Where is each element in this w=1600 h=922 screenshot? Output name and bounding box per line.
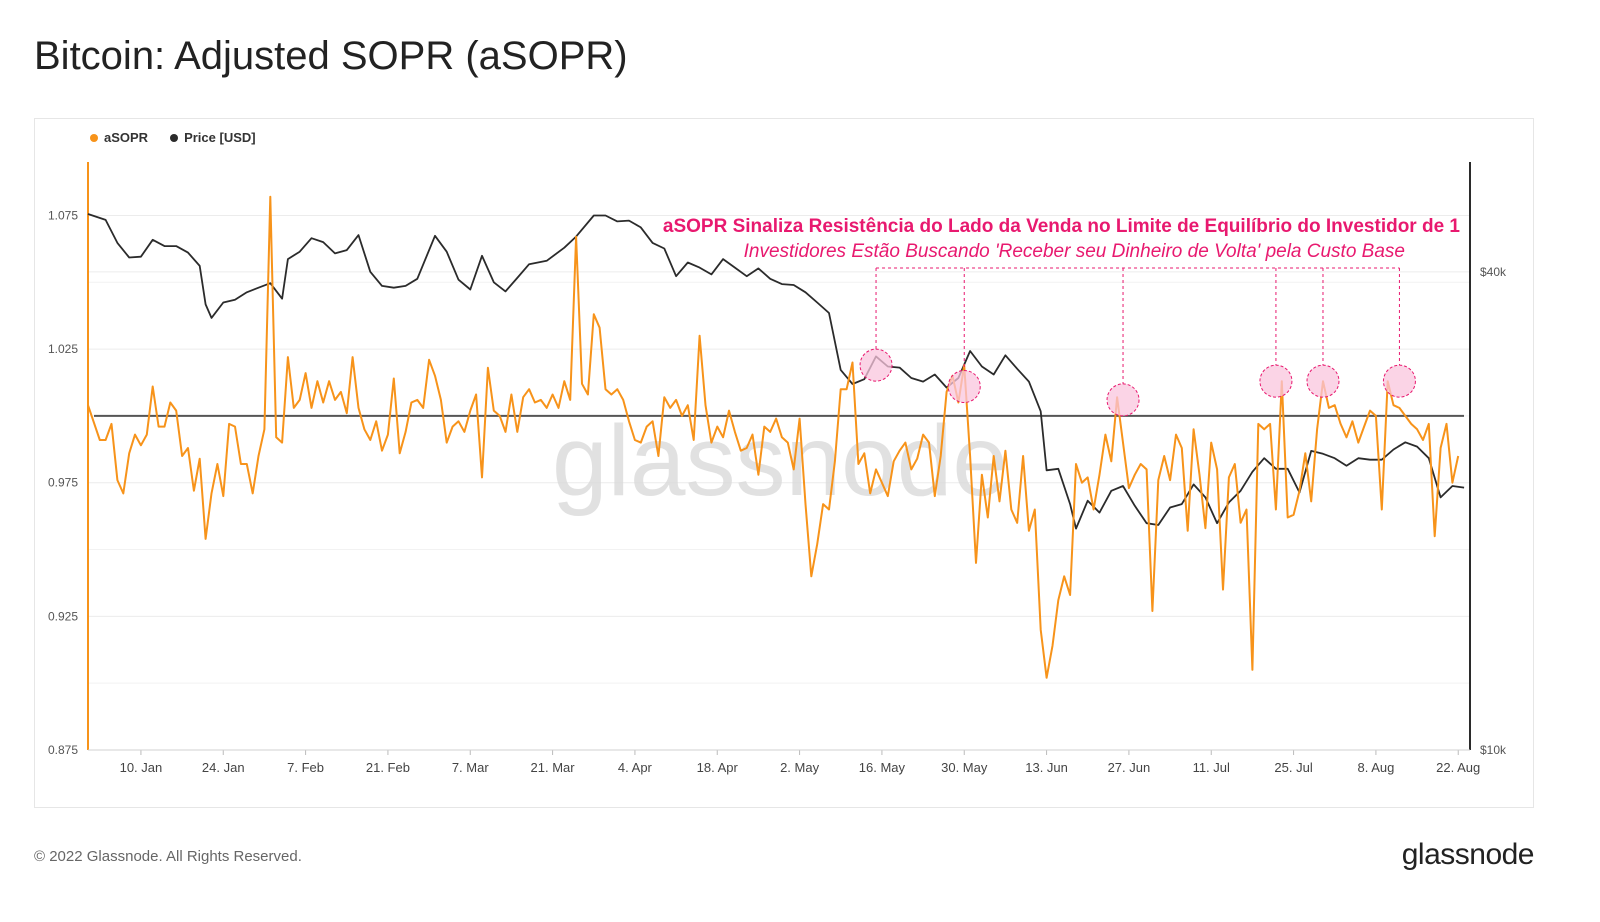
page-title: Bitcoin: Adjusted SOPR (aSOPR): [34, 34, 628, 78]
annotation-subtitle: Investidores Estão Buscando 'Receber seu…: [744, 241, 1405, 262]
x-tick-label: 16. May: [859, 760, 906, 775]
y-left-tick-label: 0.975: [48, 476, 78, 490]
copyright-text: © 2022 Glassnode. All Rights Reserved.: [34, 848, 302, 865]
annotation-highlight-circle: [859, 348, 893, 382]
axes: 0.875 0.925 0.975 1.025 1.075 $10k $40k 10. Jan…: [48, 162, 1507, 775]
annotation-highlight-circle: [1259, 364, 1293, 398]
x-tick-label: 21. Mar: [531, 760, 576, 775]
asopr-series-group: [87, 195, 1460, 679]
x-tick-label: 24. Jan: [202, 760, 245, 775]
chart-legend: aSOPR Price [USD]: [90, 130, 256, 145]
x-tick-label: 7. Feb: [287, 760, 324, 775]
x-tick-label: 18. Apr: [697, 760, 739, 775]
chart-panel: [34, 118, 1534, 808]
legend-item-price[interactable]: Price [USD]: [170, 130, 256, 145]
x-tick-label: 30. May: [941, 760, 988, 775]
y-right-tick-label: $40k: [1480, 265, 1507, 279]
legend-label-asopr: aSOPR: [104, 130, 149, 145]
y-left-tick-label: 0.875: [48, 743, 78, 757]
price-series-line: [87, 213, 1465, 530]
annotation-title: aSOPR Sinaliza Resistência do Lado da Ve…: [663, 216, 1461, 237]
annotation-highlights: [859, 267, 1416, 417]
x-tick-label: 11. Jul: [1193, 760, 1230, 775]
x-tick-label: 7. Mar: [452, 760, 490, 775]
y-right-tick-label: $10k: [1480, 743, 1507, 757]
annotation-highlight-circle: [1382, 364, 1416, 398]
asopr-series-line: [87, 195, 1460, 679]
x-tick-label: 13. Jun: [1025, 760, 1068, 775]
x-tick-label: 8. Aug: [1357, 760, 1394, 775]
y-left-tick-label: 0.925: [48, 609, 78, 623]
price-series-group: [87, 213, 1465, 530]
annotation-highlight-circle: [1106, 383, 1140, 417]
legend-dot-price: [170, 133, 179, 142]
glassnode-logo[interactable]: glassnode: [1401, 838, 1535, 871]
x-tick-label: 10. Jan: [120, 760, 163, 775]
x-tick-label: 27. Jun: [1108, 760, 1151, 775]
x-tick-label: 4. Apr: [618, 760, 653, 775]
x-tick-label: 25. Jul: [1274, 760, 1312, 775]
legend-label-price: Price [USD]: [184, 130, 256, 145]
y-left-tick-label: 1.075: [48, 208, 78, 222]
legend-dot-asopr: [90, 133, 98, 142]
x-tick-label: 21. Feb: [366, 760, 410, 775]
x-tick-label: 2. May: [780, 760, 820, 775]
y-left-tick-label: 1.025: [48, 342, 78, 356]
annotation-highlight-circle: [947, 370, 981, 404]
x-tick-label: 22. Aug: [1436, 760, 1480, 775]
legend-item-asopr[interactable]: aSOPR: [90, 130, 148, 145]
annotation-highlight-circle: [1306, 364, 1340, 398]
